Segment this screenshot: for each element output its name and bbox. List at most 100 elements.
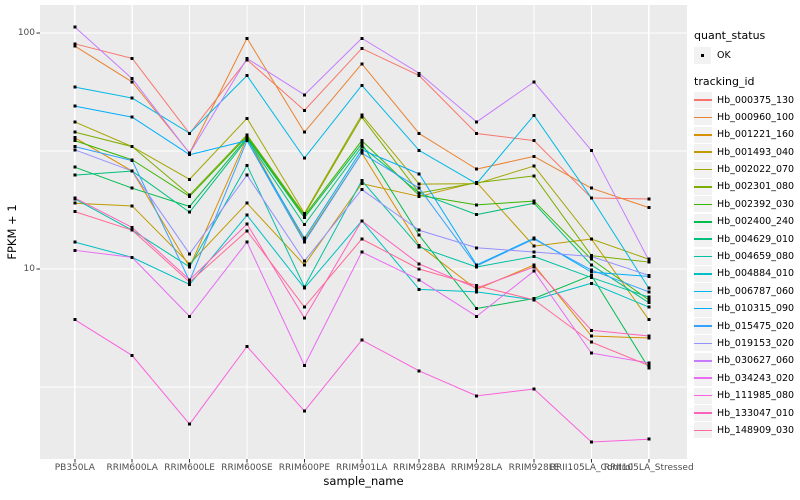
legend-line-icon xyxy=(694,360,712,362)
legend-key-swatch xyxy=(694,300,712,317)
data-point xyxy=(532,113,536,117)
legend-item-label: Hb_034243_020 xyxy=(717,372,795,384)
data-point xyxy=(417,267,421,271)
legend-item-Hb_002022_070: Hb_002022_070 xyxy=(694,161,799,178)
data-point xyxy=(417,262,421,266)
legend-key-swatch xyxy=(694,405,712,422)
data-point xyxy=(302,240,306,244)
data-point xyxy=(417,233,421,237)
legend-item-label: OK xyxy=(717,50,731,61)
data-point xyxy=(302,364,306,368)
data-point xyxy=(532,164,536,168)
x-tick-label: RRII105LA_Stressed xyxy=(603,463,694,473)
legend-item-Hb_002301_080: Hb_002301_080 xyxy=(694,178,799,195)
legend-item-label: Hb_010315_090 xyxy=(717,303,795,315)
legend-item-label: Hb_000960_100 xyxy=(717,111,795,123)
legend-line-icon xyxy=(694,412,712,414)
legend-key-swatch xyxy=(694,352,712,369)
panel-background xyxy=(40,5,687,459)
data-point xyxy=(360,36,364,40)
data-point xyxy=(589,276,593,280)
data-point xyxy=(302,316,306,320)
data-point xyxy=(647,318,651,322)
data-point xyxy=(475,284,479,288)
data-point xyxy=(245,116,249,120)
data-point xyxy=(475,286,479,290)
data-point xyxy=(417,186,421,190)
data-point xyxy=(417,172,421,176)
data-point xyxy=(302,305,306,309)
data-point xyxy=(589,257,593,261)
legend-item-label: Hb_001221_160 xyxy=(717,129,795,141)
legend-item-label: Hb_004884_010 xyxy=(717,268,795,280)
data-point xyxy=(130,225,134,229)
data-point xyxy=(417,148,421,152)
legend-item-Hb_111985_080: Hb_111985_080 xyxy=(694,387,799,404)
data-point xyxy=(475,307,479,311)
data-point xyxy=(302,156,306,160)
y-axis-title: FPKM + 1 xyxy=(5,204,19,260)
data-point xyxy=(73,173,77,177)
legend-item-Hb_034243_020: Hb_034243_020 xyxy=(694,370,799,387)
data-point xyxy=(589,148,593,152)
data-point xyxy=(130,96,134,100)
data-point xyxy=(532,298,536,302)
data-point xyxy=(73,240,77,244)
legend-key-swatch xyxy=(694,318,712,335)
data-point xyxy=(417,74,421,78)
data-point xyxy=(417,132,421,136)
data-point xyxy=(589,186,593,190)
data-point xyxy=(360,250,364,254)
data-point xyxy=(130,255,134,259)
legend-line-icon xyxy=(694,133,712,136)
data-point xyxy=(532,387,536,391)
legend-line-icon xyxy=(694,168,712,171)
data-point xyxy=(245,240,249,244)
data-point xyxy=(532,139,536,143)
data-point xyxy=(130,115,134,119)
legend-item-Hb_000960_100: Hb_000960_100 xyxy=(694,109,799,126)
data-point xyxy=(188,282,192,286)
legend-key-swatch xyxy=(694,161,712,178)
data-point xyxy=(475,394,479,398)
data-point xyxy=(130,80,134,84)
data-point xyxy=(188,194,192,198)
data-point xyxy=(647,298,651,302)
data-point xyxy=(417,278,421,282)
x-tick-label: RRIM928LE xyxy=(508,463,560,473)
data-point xyxy=(302,93,306,97)
data-point xyxy=(245,201,249,205)
data-point xyxy=(417,369,421,373)
legend-key-swatch xyxy=(694,213,712,230)
data-point xyxy=(130,56,134,60)
data-point xyxy=(302,223,306,227)
legend-item-Hb_148909_030: Hb_148909_030 xyxy=(694,422,799,439)
data-point xyxy=(647,334,651,338)
data-point xyxy=(475,120,479,124)
data-point xyxy=(73,120,77,124)
data-point xyxy=(589,340,593,344)
data-point xyxy=(647,361,651,365)
data-point xyxy=(647,336,651,340)
data-point xyxy=(245,229,249,233)
legend-line-icon xyxy=(694,290,712,293)
legend-item-Hb_004659_080: Hb_004659_080 xyxy=(694,248,799,265)
data-point xyxy=(302,216,306,220)
legend-line-icon xyxy=(694,342,712,345)
data-point xyxy=(302,286,306,290)
data-point xyxy=(647,301,651,305)
data-point xyxy=(647,295,651,299)
data-point xyxy=(647,197,651,201)
data-point xyxy=(73,145,77,149)
data-point xyxy=(188,205,192,209)
data-point xyxy=(360,139,364,143)
legend-key-swatch xyxy=(694,335,712,352)
data-point xyxy=(188,210,192,214)
data-point xyxy=(73,130,77,134)
data-point xyxy=(130,354,134,358)
data-point xyxy=(188,131,192,135)
legend-key-ok xyxy=(694,47,711,64)
legend-item-label: Hb_111985_080 xyxy=(717,390,795,402)
